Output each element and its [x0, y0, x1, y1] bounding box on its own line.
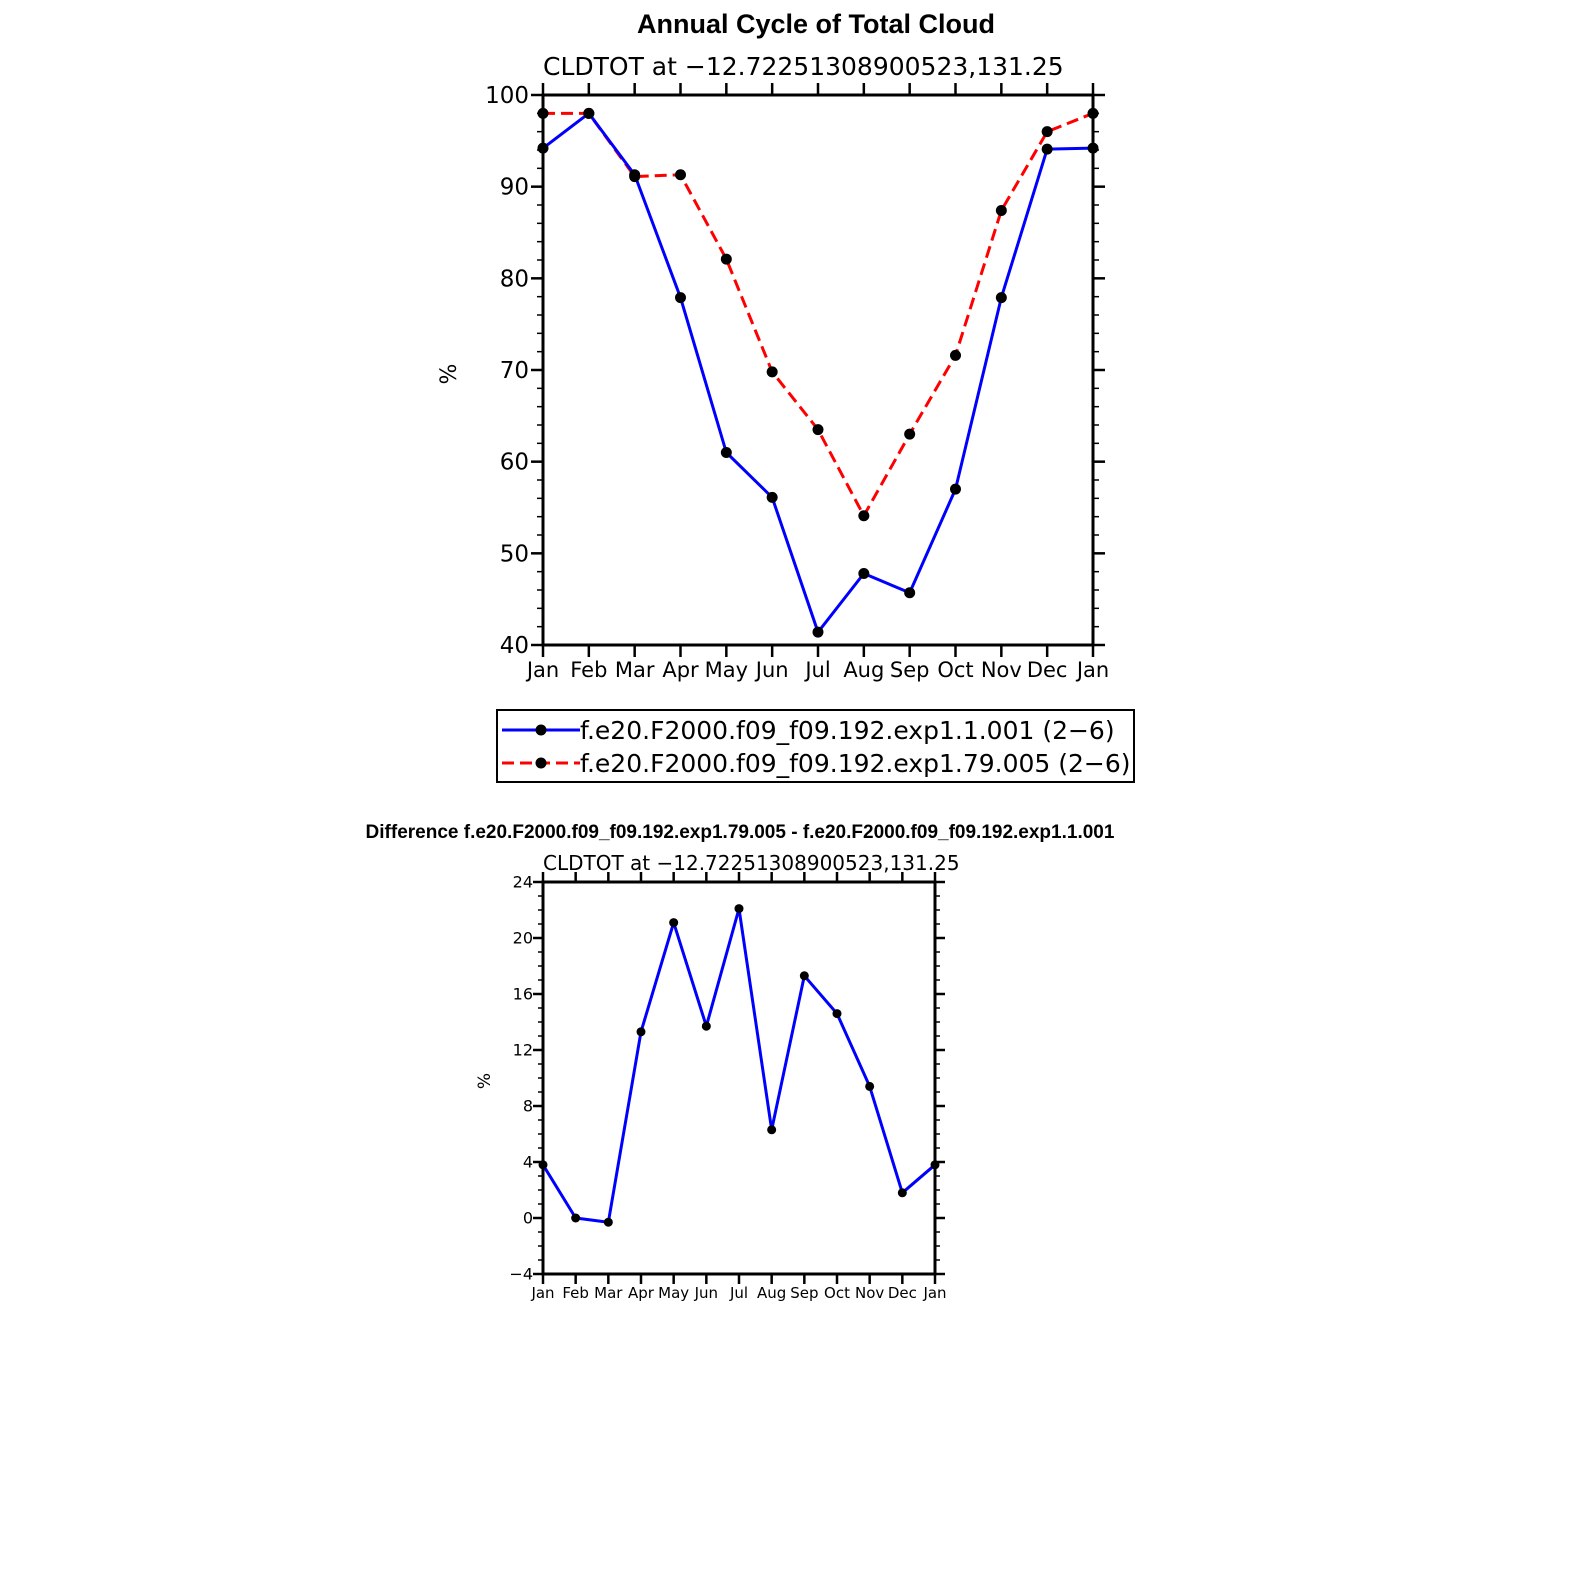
data-point-series-1 [904, 587, 916, 599]
data-point-series-2 [537, 107, 549, 119]
data-point-series-1 [636, 1027, 646, 1037]
data-point-series-2 [858, 510, 870, 522]
y-tick-label: 20 [513, 929, 533, 948]
data-point-series-1 [583, 107, 595, 119]
data-point-series-1 [538, 1160, 548, 1170]
data-point-series-1 [799, 971, 809, 981]
difference-plot-frame [541, 880, 937, 1276]
y-tick-label: 24 [513, 873, 533, 892]
x-tick-label: Aug [757, 1284, 786, 1302]
data-point-series-1 [812, 626, 824, 638]
x-tick-label: May [658, 1284, 689, 1302]
data-point-series-1 [1041, 143, 1053, 155]
x-tick-label: Nov [855, 1284, 884, 1302]
data-point-series-1 [669, 918, 679, 928]
y-tick-label: 50 [500, 541, 529, 567]
y-tick-label: −4 [509, 1265, 533, 1284]
data-point-series-1 [603, 1217, 613, 1227]
x-tick-label: Feb [562, 1284, 589, 1302]
difference-chart: Difference f.e20.F2000.f09_f09.192.exp1.… [366, 822, 1115, 1302]
data-point-series-1 [766, 491, 778, 503]
y-tick-label: 80 [500, 266, 529, 292]
x-tick-label: Oct [937, 658, 973, 682]
x-tick-label: May [705, 658, 748, 682]
x-tick-label: Sep [890, 658, 930, 682]
data-point-series-1 [571, 1213, 581, 1223]
data-point-series-1 [858, 568, 870, 579]
data-point-series-1 [832, 1009, 842, 1019]
x-tick-label: Jun [754, 658, 789, 682]
y-tick-label: 12 [513, 1041, 533, 1060]
x-tick-label: Jan [922, 1284, 946, 1302]
y-tick-label: 16 [513, 985, 533, 1004]
x-tick-label: Mar [594, 1284, 623, 1302]
x-tick-label: Dec [1027, 658, 1068, 682]
y-tick-label: 90 [500, 175, 529, 201]
x-tick-label: Sep [790, 1284, 818, 1302]
x-tick-label: Jul [729, 1284, 748, 1302]
x-tick-label: Feb [570, 658, 607, 682]
y-axis-label: % [437, 364, 462, 385]
x-tick-label: Jun [694, 1284, 718, 1302]
legend-label-series-1: f.e20.F2000.f09_f09.192.exp1.1.001 (2−6) [580, 716, 1115, 745]
y-tick-label: 100 [485, 83, 529, 109]
legend-marker-series-1 [535, 724, 547, 736]
y-tick-label: 8 [523, 1097, 533, 1116]
data-point-series-1 [734, 904, 744, 914]
plot-frame [541, 93, 1095, 647]
data-point-series-2 [675, 169, 686, 181]
x-tick-label: Apr [628, 1284, 655, 1302]
x-tick-label: Dec [888, 1284, 917, 1302]
data-point-series-2 [812, 424, 824, 436]
data-point-series-1 [537, 142, 549, 154]
y-tick-label: 70 [500, 358, 529, 384]
legend-label-series-2: f.e20.F2000.f09_f09.192.exp1.79.005 (2−6… [580, 749, 1131, 778]
y-tick-label: 60 [500, 450, 529, 476]
data-point-series-1 [930, 1160, 940, 1170]
y-tick-label: 40 [500, 633, 529, 659]
data-point-series-1 [897, 1188, 907, 1198]
chart-subtitle: CLDTOT at −12.72251308900523,131.25 [543, 52, 1064, 81]
x-tick-label: Jan [525, 658, 559, 682]
data-point-series-2 [1041, 126, 1053, 138]
data-point-series-1 [995, 292, 1007, 304]
series-line-1 [542, 111, 1094, 634]
difference-chart-title: Difference f.e20.F2000.f09_f09.192.exp1.… [366, 822, 1115, 843]
data-point-series-1 [629, 169, 641, 181]
data-point-series-2 [720, 253, 732, 265]
series-line-2 [543, 111, 1094, 518]
data-point-series-1 [701, 1021, 711, 1031]
legend-box [496, 709, 1135, 783]
data-point-series-2 [995, 205, 1007, 216]
x-tick-label: Jan [530, 1284, 554, 1302]
data-point-series-1 [865, 1081, 875, 1091]
y-tick-label: 0 [523, 1209, 533, 1228]
x-tick-label: Aug [843, 658, 884, 682]
x-tick-label: Jan [1075, 658, 1109, 682]
data-point-series-2 [950, 349, 961, 361]
data-point-series-1 [1087, 142, 1099, 154]
legend: f.e20.F2000.f09_f09.192.exp1.1.001 (2−6)… [496, 709, 1135, 783]
annual-cycle-chart: Annual Cycle of Total Cloud CLDTOT at −1… [437, 9, 1135, 783]
data-point-series-2 [766, 366, 778, 378]
legend-marker-series-2 [535, 757, 547, 769]
series-line-1 [541, 907, 936, 1224]
x-tick-label: Apr [662, 658, 699, 682]
chart-title: Annual Cycle of Total Cloud [637, 9, 995, 39]
data-point-series-1 [767, 1125, 777, 1135]
y-tick-label: 4 [523, 1153, 533, 1172]
data-point-series-2 [904, 428, 916, 440]
difference-y-axis-label: % [475, 1073, 495, 1089]
data-point-series-1 [675, 292, 686, 304]
difference-chart-subtitle: CLDTOT at −12.72251308900523,131.25 [543, 851, 960, 875]
x-tick-label: Jul [803, 658, 830, 682]
data-point-series-1 [720, 447, 732, 458]
x-tick-label: Oct [824, 1284, 850, 1302]
data-point-series-1 [950, 483, 961, 495]
x-tick-label: Nov [981, 658, 1022, 682]
data-point-series-2 [1087, 107, 1099, 119]
x-tick-label: Mar [615, 658, 655, 682]
